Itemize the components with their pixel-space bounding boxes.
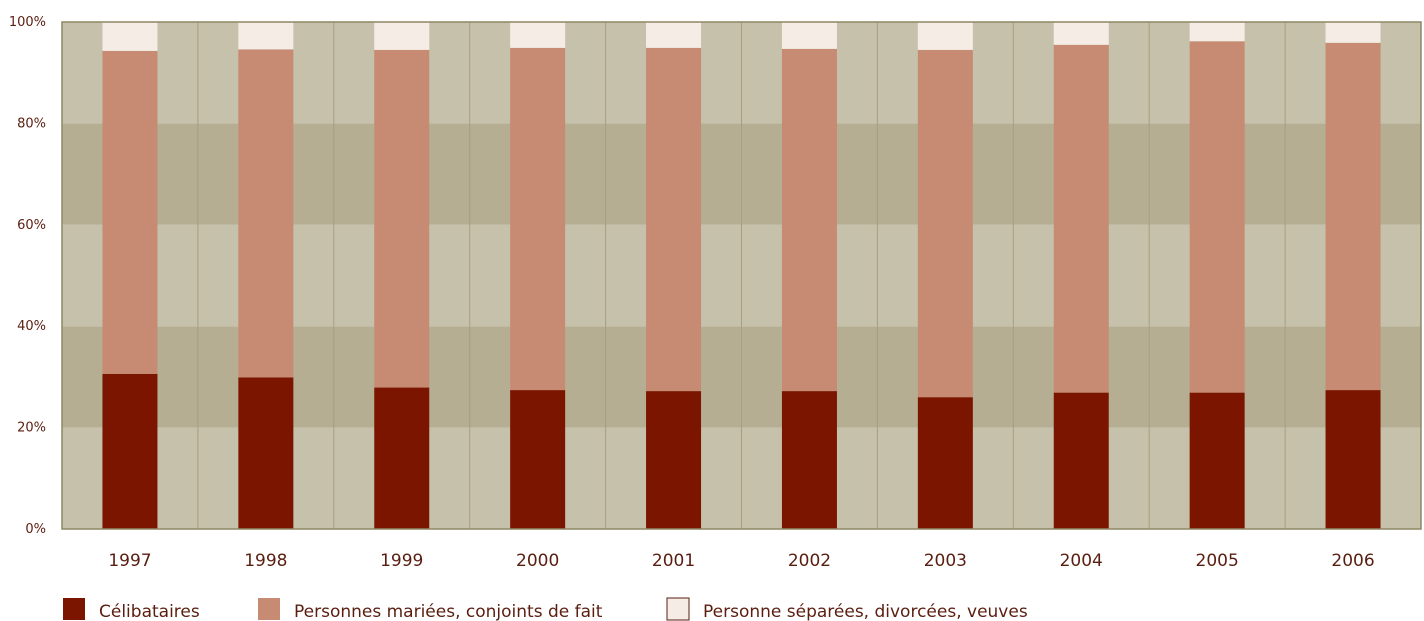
bar-segment-2004-s1 bbox=[1053, 44, 1109, 393]
bar-segment-2003-s0 bbox=[917, 397, 973, 529]
bar-segment-2004-s0 bbox=[1053, 392, 1109, 529]
axes bbox=[61, 21, 1422, 530]
x-tick-label: 2003 bbox=[924, 551, 967, 571]
y-tick-label: 40% bbox=[17, 319, 46, 334]
x-tick-label: 2005 bbox=[1196, 551, 1239, 571]
bar-segment-2001-s0 bbox=[646, 391, 702, 529]
y-tick-label: 60% bbox=[17, 218, 46, 233]
bar-segment-1997-s1 bbox=[102, 50, 158, 374]
x-tick-label: 2001 bbox=[652, 551, 695, 571]
x-tick-label: 2006 bbox=[1331, 551, 1374, 571]
bar-segment-2006-s2 bbox=[1325, 22, 1381, 43]
bar-segment-2005-s2 bbox=[1189, 22, 1245, 42]
legend-label: Personnes mariées, conjoints de fait bbox=[294, 602, 603, 621]
bar-segment-2005-s0 bbox=[1189, 392, 1245, 529]
bar-segment-1999-s2 bbox=[374, 22, 430, 50]
bar-segment-2000-s2 bbox=[510, 22, 566, 48]
bar-segment-2001-s2 bbox=[646, 22, 702, 48]
bar-segment-2002-s1 bbox=[781, 48, 837, 392]
legend: Célibataires Personnes mariées, conjoints… bbox=[63, 597, 1028, 621]
legend-swatch bbox=[63, 598, 85, 620]
x-tick-label: 1998 bbox=[244, 551, 287, 571]
x-tick-label: 2000 bbox=[516, 551, 559, 571]
y-tick-label: 100% bbox=[9, 15, 46, 30]
legend-label: Personne séparées, divorcées, veuves bbox=[703, 602, 1028, 621]
bar-segment-2004-s2 bbox=[1053, 22, 1109, 45]
category-dividers bbox=[197, 22, 1286, 529]
bar-segment-1999-s1 bbox=[374, 49, 430, 388]
x-tick-labels: 1997 1998 1999 2000 2001 2002 2003 2004 2005 2006 bbox=[108, 551, 1374, 571]
bar-segment-2006-s0 bbox=[1325, 390, 1381, 529]
legend-swatch bbox=[666, 597, 690, 621]
x-tick-label: 2002 bbox=[788, 551, 831, 571]
legend-label: Célibataires bbox=[99, 602, 200, 621]
y-tick-labels: 0% 20% 40% 60% 80% 100% bbox=[9, 15, 46, 537]
bar-segment-1997-s0 bbox=[102, 373, 158, 529]
bar-segment-2002-s2 bbox=[781, 22, 837, 49]
x-tick-label: 1997 bbox=[108, 551, 151, 571]
legend-swatch bbox=[258, 598, 280, 620]
y-tick-label: 0% bbox=[25, 522, 46, 537]
bar-segment-1999-s0 bbox=[374, 387, 430, 529]
bar-segment-2003-s2 bbox=[917, 22, 973, 50]
x-tick-label: 2004 bbox=[1060, 551, 1103, 571]
bar-segment-1998-s2 bbox=[238, 22, 294, 50]
bar-segment-1997-s2 bbox=[102, 22, 158, 51]
bars bbox=[102, 22, 1381, 529]
y-tick-label: 20% bbox=[17, 421, 46, 436]
bar-segment-2005-s1 bbox=[1189, 41, 1245, 393]
bar-segment-2003-s1 bbox=[917, 49, 973, 398]
plot-frame bbox=[61, 21, 1422, 530]
bar-segment-1998-s1 bbox=[238, 49, 294, 378]
bar-segment-2001-s1 bbox=[646, 47, 702, 392]
y-tick-label: 80% bbox=[17, 116, 46, 131]
bar-segment-1998-s0 bbox=[238, 377, 294, 529]
bar-segment-2002-s0 bbox=[781, 391, 837, 529]
bar-segment-2000-s1 bbox=[510, 47, 566, 391]
x-tick-label: 1999 bbox=[380, 551, 423, 571]
bar-segment-2000-s0 bbox=[510, 390, 566, 529]
bar-segment-2006-s1 bbox=[1325, 42, 1381, 391]
